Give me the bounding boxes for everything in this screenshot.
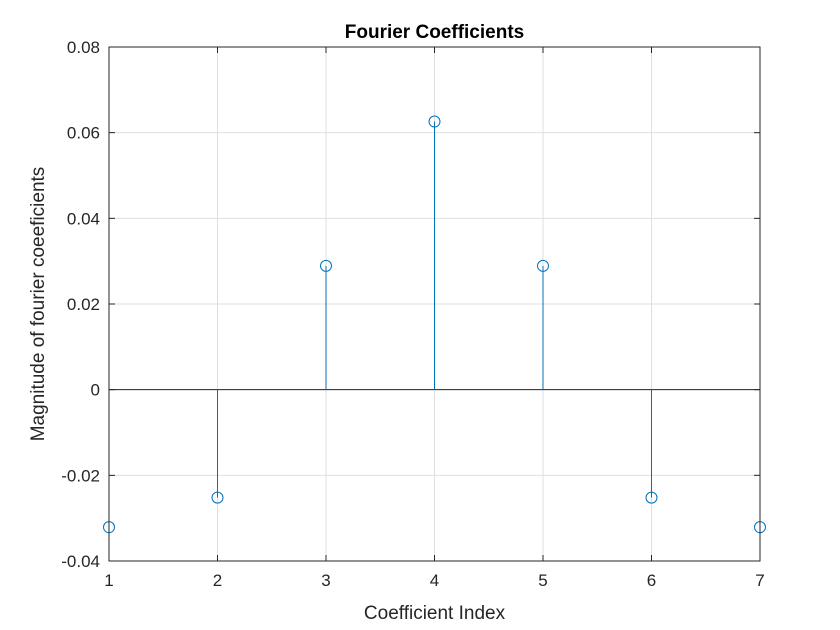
y-axis-label: Magnitude of fourier coeeficients xyxy=(28,167,49,442)
y-tick-label: 0.08 xyxy=(67,38,100,57)
x-tick-label: 6 xyxy=(647,571,656,590)
x-tick-label: 5 xyxy=(538,571,547,590)
y-tick-label: 0.06 xyxy=(67,124,100,143)
stem-marker xyxy=(645,491,658,504)
y-tick-label: -0.02 xyxy=(61,466,100,485)
x-tick-label: 7 xyxy=(755,571,764,590)
x-axis-label: Coefficient Index xyxy=(364,603,506,624)
stem-marker xyxy=(537,259,549,272)
x-axis-ticks: 1 2 3 4 5 6 7 xyxy=(104,47,765,590)
y-tick-label: -0.04 xyxy=(61,552,100,571)
x-tick-label: 3 xyxy=(321,571,330,590)
x-tick-label: 1 xyxy=(104,571,113,590)
y-tick-label: 0 xyxy=(91,381,100,400)
chart-title: Fourier Coefficients xyxy=(345,22,524,43)
y-tick-label: 0.04 xyxy=(67,209,100,228)
x-tick-label: 2 xyxy=(213,571,222,590)
y-axis-ticks: -0.04 -0.02 0 0.02 0.04 0.06 0.08 xyxy=(61,38,760,571)
y-tick-label: 0.02 xyxy=(67,295,100,314)
stem-marker xyxy=(428,115,441,128)
stem-marker xyxy=(320,259,332,272)
x-tick-label: 4 xyxy=(430,571,439,590)
stem-marker xyxy=(211,491,224,504)
